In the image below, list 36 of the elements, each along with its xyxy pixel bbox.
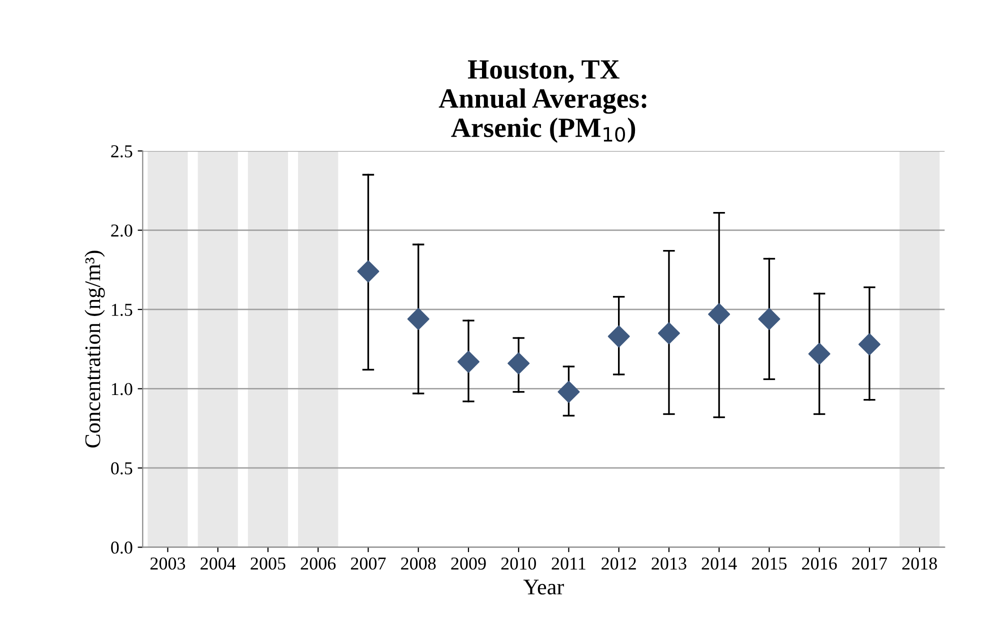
y-tick-label: 1.0 <box>112 382 132 396</box>
point <box>558 380 580 403</box>
x-tick-label: 2007 <box>350 557 386 570</box>
point <box>808 342 830 365</box>
y-tick-label: 2.5 <box>111 145 132 158</box>
point <box>708 303 730 326</box>
x-tick-label: 2003 <box>150 557 186 570</box>
point <box>457 350 480 373</box>
x-tick-label: 2005 <box>250 557 286 570</box>
x-tick-label: 2012 <box>602 557 636 570</box>
point <box>508 352 530 374</box>
y-axis-title: Concentration (ng/m³) <box>84 250 105 448</box>
chart-title: Houston, TX Annual Averages: Arsenic (PM$_{10}$) <box>438 60 646 143</box>
point <box>407 308 430 330</box>
point <box>758 308 780 330</box>
x-tick-label: 2014 <box>702 557 737 570</box>
x-tick-label: 2017 <box>852 557 887 570</box>
point <box>858 333 880 356</box>
y-tick-label: 1.5 <box>112 304 132 316</box>
x-tick-label: 2018 <box>902 557 937 570</box>
x-tick-label: 2015 <box>752 557 787 570</box>
y-tick-label: 0.5 <box>111 462 132 474</box>
x-tick-label: 2008 <box>401 557 436 570</box>
point <box>658 322 680 344</box>
x-tick-label: 2006 <box>300 557 336 570</box>
y-tick-label: 2.0 <box>111 224 132 237</box>
y-tick-label: 0.0 <box>111 541 132 554</box>
x-tick-label: 2004 <box>200 557 236 570</box>
x-tick-label: 2016 <box>802 557 837 570</box>
x-tick-label: 2011 <box>552 557 586 570</box>
x-tick-label: 2009 <box>451 557 486 570</box>
x-tick-label: 2013 <box>652 557 686 570</box>
point <box>357 260 380 282</box>
x-axis-title: Year <box>523 580 564 595</box>
x-tick-label: 2010 <box>501 557 536 570</box>
point <box>608 325 630 348</box>
